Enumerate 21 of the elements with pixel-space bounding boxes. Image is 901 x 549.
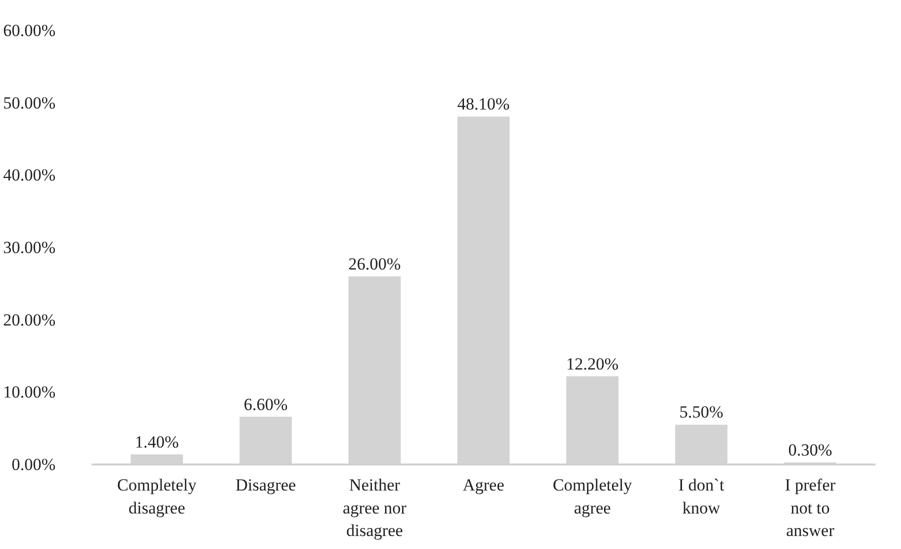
data-label: 5.50% (679, 402, 724, 422)
x-tick-label: Disagree (236, 476, 296, 494)
data-label: 6.60% (244, 394, 288, 414)
data-label: 26.00% (348, 254, 401, 274)
y-tick-label: 60.00% (3, 21, 56, 40)
y-tick-label: 50.00% (3, 93, 56, 112)
data-label: 48.10% (457, 94, 510, 114)
x-tick-label: Completely agree (552, 476, 633, 518)
x-tick-label: I prefer not to answer (784, 476, 836, 540)
x-tick-label: Neither agree nor disagree (342, 476, 407, 540)
y-tick-label: 30.00% (3, 238, 56, 257)
data-label: 1.40% (134, 432, 179, 452)
x-tick-label: Completely disagree (117, 476, 197, 518)
x-tick-label: Agree (462, 476, 504, 494)
y-tick-label: 20.00% (3, 310, 56, 330)
y-tick-label: 0.00% (12, 455, 56, 474)
data-label: 12.20% (566, 354, 619, 374)
y-tick-label: 40.00% (3, 166, 56, 185)
x-tick-label: I don`t know (678, 476, 724, 518)
y-tick-label: 10.00% (3, 382, 56, 402)
data-label: 0.30% (788, 440, 832, 460)
